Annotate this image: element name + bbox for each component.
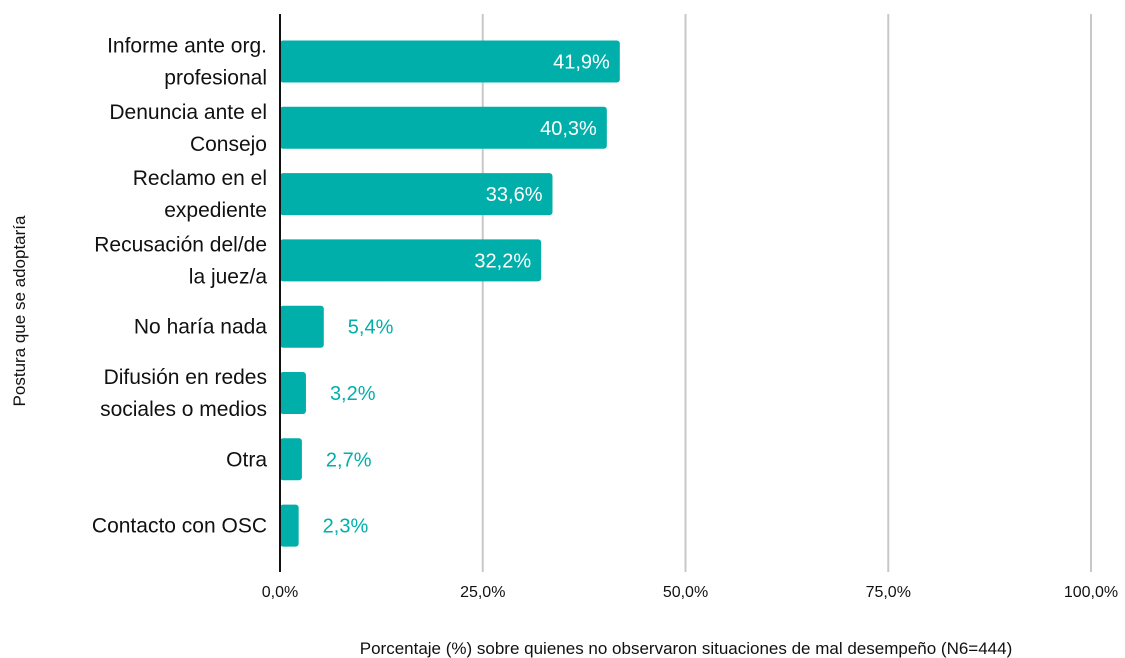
bar <box>280 239 542 282</box>
bar <box>280 372 306 414</box>
category-label: profesional <box>164 67 267 90</box>
category-label: No haría nada <box>134 316 267 339</box>
category-label: sociales o medios <box>100 398 267 421</box>
value-label: 41,9% <box>553 52 610 74</box>
x-tick-label: 100,0% <box>1064 584 1118 601</box>
x-tick-labels: 0,0% 25,0% 50,0% 75,0% 100,0% <box>262 584 1118 601</box>
value-label: 3,2% <box>330 383 376 405</box>
value-label: 33,6% <box>486 184 543 206</box>
category-label: Reclamo en el <box>133 167 267 190</box>
bar <box>280 106 607 149</box>
bar <box>280 173 553 216</box>
category-label: Consejo <box>190 133 267 156</box>
bars: 41,9% 40,3% 33,6% 32,2% 5,4% 3,2% 2,7% 2,3% <box>280 40 620 547</box>
category-label: Denuncia ante el <box>109 101 267 124</box>
y-axis-title: Postura que se adoptaría <box>10 215 29 406</box>
value-label: 2,3% <box>323 516 369 538</box>
x-tick-label: 50,0% <box>663 584 708 601</box>
category-label: Difusión en redes <box>104 366 267 389</box>
x-tick-label: 0,0% <box>262 584 298 601</box>
category-label: Informe ante org. <box>107 35 267 58</box>
gridlines <box>481 14 1092 572</box>
bar <box>280 504 299 547</box>
category-label: Otra <box>226 448 267 471</box>
category-labels: Informe ante org. profesional Denuncia ant… <box>92 35 267 538</box>
x-axis-title: Porcentaje (%) sobre quienes no observar… <box>360 639 1013 658</box>
value-label: 32,2% <box>474 250 531 272</box>
bar <box>280 438 302 481</box>
category-label: expediente <box>164 199 267 222</box>
value-label: 2,7% <box>326 449 372 471</box>
value-label: 40,3% <box>540 118 597 140</box>
bar <box>280 305 324 348</box>
x-tick-label: 25,0% <box>460 584 505 601</box>
x-tick-label: 75,0% <box>866 584 911 601</box>
category-label: Recusación del/de <box>94 233 267 256</box>
category-label: Contacto con OSC <box>92 515 267 538</box>
value-label: 5,4% <box>348 317 394 339</box>
category-label: la juez/a <box>189 265 268 288</box>
bar <box>280 40 620 83</box>
